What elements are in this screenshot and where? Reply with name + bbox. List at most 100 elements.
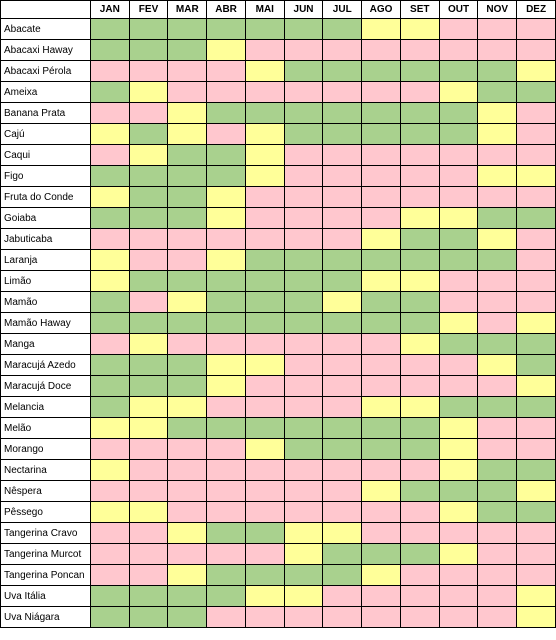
season-cell-abr bbox=[206, 81, 246, 103]
season-cell-nov bbox=[477, 522, 518, 544]
fruit-name-cell: Tangerina Murcot bbox=[0, 543, 91, 565]
fruit-name-cell: Morango bbox=[0, 438, 91, 460]
season-cell-fev bbox=[128, 144, 169, 166]
season-cell-jun bbox=[283, 81, 324, 103]
season-cell-mai bbox=[244, 417, 285, 439]
season-cell-jul bbox=[322, 249, 363, 271]
season-cell-dez bbox=[516, 585, 556, 607]
season-cell-jun bbox=[283, 60, 324, 82]
season-cell-ago bbox=[361, 375, 401, 397]
table-row: Abacaxi Pérola bbox=[0, 60, 556, 82]
season-cell-jul bbox=[322, 312, 363, 334]
table-row: Nêspera bbox=[0, 480, 556, 502]
season-cell-out bbox=[438, 18, 479, 40]
season-cell-mar bbox=[167, 417, 208, 439]
table-row: Melancia bbox=[0, 396, 556, 418]
season-cell-abr bbox=[206, 375, 246, 397]
season-cell-dez bbox=[516, 249, 556, 271]
season-cell-mar bbox=[167, 186, 208, 208]
season-cell-mai bbox=[244, 39, 285, 61]
season-cell-mai bbox=[244, 165, 285, 187]
table-row: Goiaba bbox=[0, 207, 556, 229]
season-cell-ago bbox=[361, 564, 401, 586]
season-cell-jun bbox=[283, 354, 324, 376]
season-cell-out bbox=[438, 333, 479, 355]
table-row: Manga bbox=[0, 333, 556, 355]
season-cell-mai bbox=[244, 396, 285, 418]
season-cell-out bbox=[438, 354, 479, 376]
season-cell-jan bbox=[89, 375, 130, 397]
season-cell-nov bbox=[477, 312, 518, 334]
season-cell-mai bbox=[244, 60, 285, 82]
season-cell-mar bbox=[167, 396, 208, 418]
season-cell-set bbox=[399, 606, 440, 628]
season-cell-set bbox=[399, 144, 440, 166]
season-cell-jan bbox=[89, 186, 130, 208]
season-cell-fev bbox=[128, 522, 169, 544]
season-cell-ago bbox=[361, 186, 401, 208]
season-cell-dez bbox=[516, 18, 556, 40]
season-cell-dez bbox=[516, 438, 556, 460]
season-cell-nov bbox=[477, 543, 518, 565]
season-cell-dez bbox=[516, 81, 556, 103]
table-row: Banana Prata bbox=[0, 102, 556, 124]
season-cell-out bbox=[438, 606, 479, 628]
season-cell-abr bbox=[206, 102, 246, 124]
season-cell-jan bbox=[89, 165, 130, 187]
month-header-row: JAN FEV MAR ABR MAI JUN JUL AGO SET OUT NOV DEZ bbox=[0, 0, 556, 19]
season-cell-jan bbox=[89, 417, 130, 439]
season-cell-abr bbox=[206, 144, 246, 166]
month-header-jun: JUN bbox=[283, 0, 324, 19]
table-row: Laranja bbox=[0, 249, 556, 271]
season-cell-set bbox=[399, 207, 440, 229]
season-cell-set bbox=[399, 375, 440, 397]
season-cell-jul bbox=[322, 501, 363, 523]
season-cell-mar bbox=[167, 585, 208, 607]
season-cell-mar bbox=[167, 480, 208, 502]
season-cell-jan bbox=[89, 312, 130, 334]
season-cell-abr bbox=[206, 417, 246, 439]
season-cell-mai bbox=[244, 522, 285, 544]
season-cell-jun bbox=[283, 501, 324, 523]
season-cell-fev bbox=[128, 417, 169, 439]
fruit-name-cell: Nêspera bbox=[0, 480, 91, 502]
season-cell-out bbox=[438, 207, 479, 229]
season-cell-dez bbox=[516, 522, 556, 544]
season-cell-fev bbox=[128, 123, 169, 145]
season-cell-jan bbox=[89, 123, 130, 145]
fruit-name-cell: Figo bbox=[0, 165, 91, 187]
season-cell-fev bbox=[128, 606, 169, 628]
season-cell-nov bbox=[477, 354, 518, 376]
month-header-out: OUT bbox=[438, 0, 479, 19]
season-cell-mai bbox=[244, 186, 285, 208]
season-cell-nov bbox=[477, 564, 518, 586]
season-cell-jul bbox=[322, 459, 363, 481]
season-cell-jun bbox=[283, 375, 324, 397]
season-cell-set bbox=[399, 501, 440, 523]
season-cell-nov bbox=[477, 291, 518, 313]
month-header-jul: JUL bbox=[322, 0, 363, 19]
season-cell-dez bbox=[516, 501, 556, 523]
season-cell-jan bbox=[89, 438, 130, 460]
season-cell-mai bbox=[244, 459, 285, 481]
fruit-rows: Abacate Abacaxi Haway Abacaxi Pérola Ameixa… bbox=[0, 18, 556, 628]
season-cell-jul bbox=[322, 354, 363, 376]
season-cell-mai bbox=[244, 480, 285, 502]
month-header-nov: NOV bbox=[477, 0, 518, 19]
season-cell-dez bbox=[516, 165, 556, 187]
season-cell-mai bbox=[244, 606, 285, 628]
season-cell-set bbox=[399, 165, 440, 187]
season-cell-jan bbox=[89, 522, 130, 544]
season-cell-set bbox=[399, 18, 440, 40]
season-cell-jul bbox=[322, 396, 363, 418]
fruit-name-cell: Banana Prata bbox=[0, 102, 91, 124]
season-cell-fev bbox=[128, 18, 169, 40]
season-cell-mar bbox=[167, 606, 208, 628]
season-cell-jan bbox=[89, 249, 130, 271]
season-cell-dez bbox=[516, 459, 556, 481]
season-cell-jun bbox=[283, 543, 324, 565]
season-cell-jun bbox=[283, 207, 324, 229]
season-cell-ago bbox=[361, 543, 401, 565]
season-cell-jun bbox=[283, 228, 324, 250]
season-cell-abr bbox=[206, 396, 246, 418]
